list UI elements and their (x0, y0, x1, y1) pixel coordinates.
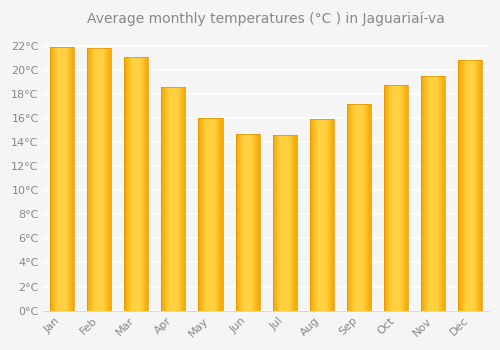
Bar (124, 57, 148, 310)
Bar (272, 135, 297, 310)
Bar (384, 85, 408, 310)
Bar (310, 119, 334, 310)
Bar (236, 134, 260, 310)
Bar (162, 87, 186, 310)
Bar (87, 48, 111, 310)
Bar (458, 60, 482, 310)
Bar (50, 47, 74, 310)
Bar (421, 76, 446, 310)
Title: Average monthly temperatures (°C ) in Jaguariaí-va: Average monthly temperatures (°C ) in Ja… (87, 11, 445, 26)
Bar (198, 118, 222, 310)
Bar (347, 104, 371, 310)
